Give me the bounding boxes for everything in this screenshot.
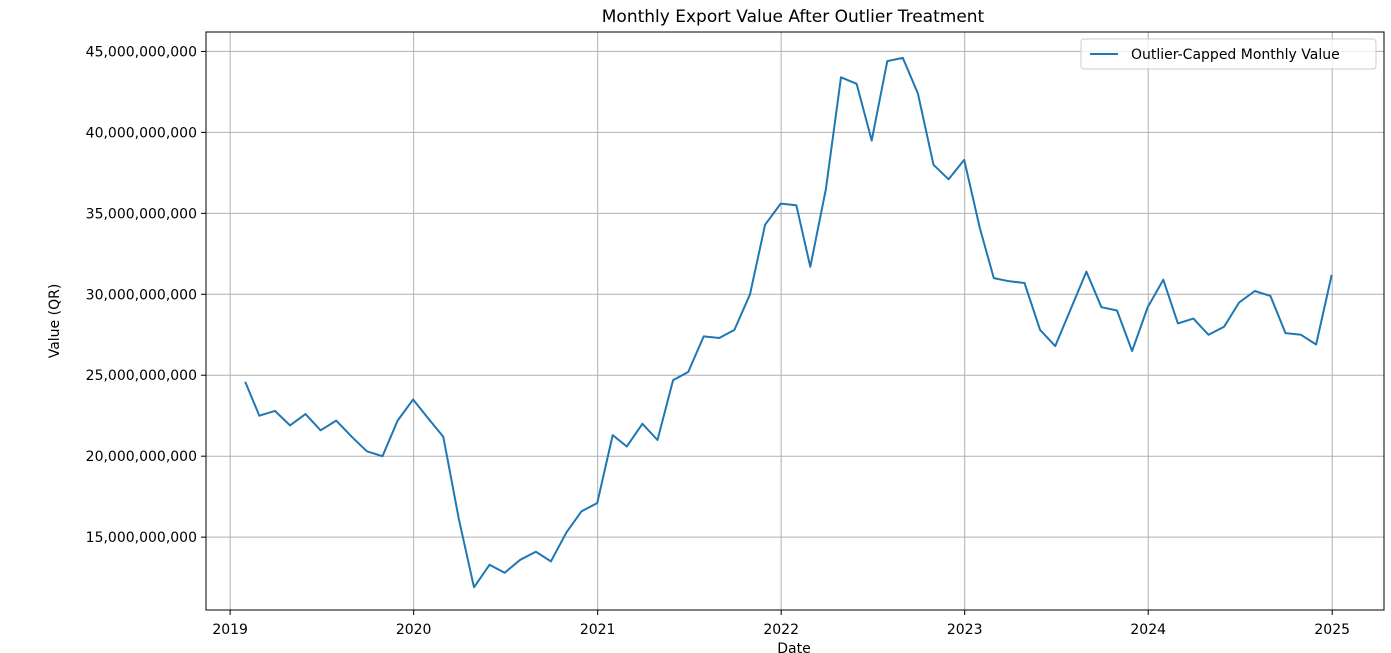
y-tick-label: 35,000,000,000 (86, 206, 197, 222)
legend-label: Outlier-Capped Monthly Value (1131, 47, 1340, 63)
x-tick-label: 2024 (1130, 622, 1166, 638)
x-tick-label: 2025 (1314, 622, 1350, 638)
legend: Outlier-Capped Monthly Value (1080, 38, 1377, 70)
series-line (244, 56, 1333, 589)
y-tick-label: 25,000,000,000 (86, 368, 197, 384)
grid (206, 32, 1384, 610)
x-axis-label: Date (777, 641, 810, 653)
legend-box (1080, 38, 1377, 70)
x-tick-label: 2021 (580, 622, 616, 638)
x-axis: 2019 2020 2021 2022 2023 2024 2025 (212, 610, 1350, 638)
y-tick-label: 20,000,000,000 (86, 449, 197, 465)
x-tick-label: 2020 (396, 622, 432, 638)
x-tick-label: 2022 (763, 622, 799, 638)
plot-frame (205, 31, 1385, 611)
x-tick-label: 2019 (212, 622, 248, 638)
series-layer (244, 56, 1333, 589)
y-tick-label: 40,000,000,000 (86, 125, 197, 141)
chart-title: Monthly Export Value After Outlier Treat… (602, 7, 985, 27)
y-tick-label: 15,000,000,000 (86, 530, 197, 546)
x-tick-label: 2023 (947, 622, 983, 638)
y-tick-label: 45,000,000,000 (86, 44, 197, 60)
y-axis-label: Value (QR) (47, 284, 63, 359)
y-tick-label: 30,000,000,000 (86, 287, 197, 303)
y-axis: 15,000,000,000 20,000,000,000 25,000,000,0… (86, 44, 206, 546)
